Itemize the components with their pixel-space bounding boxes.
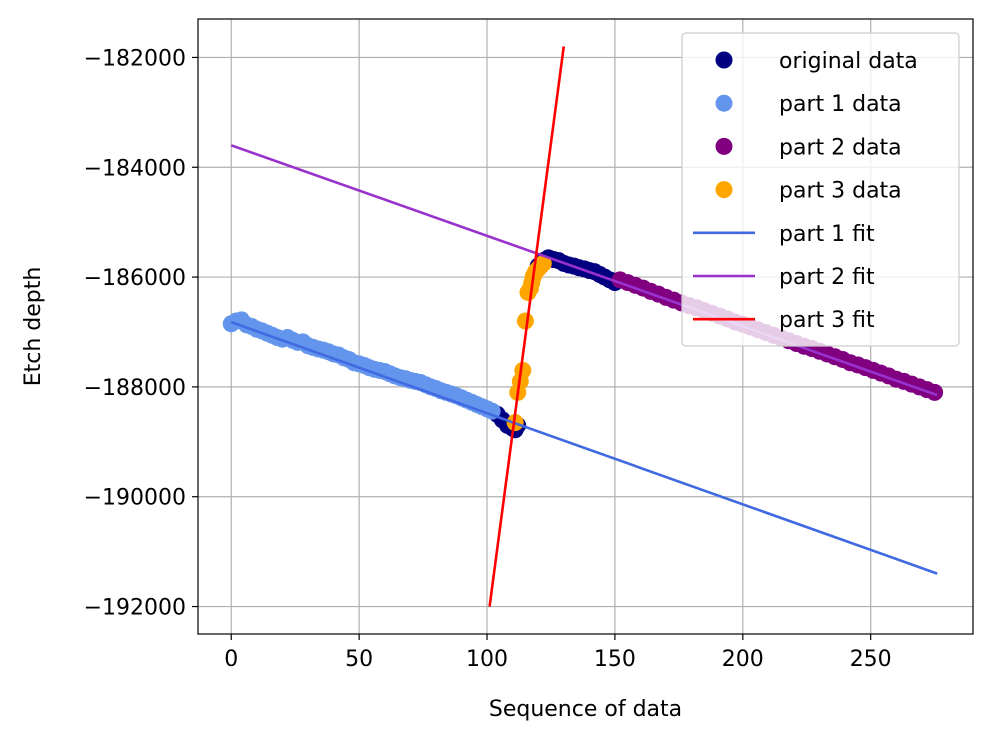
x-tick-label: 100	[466, 647, 508, 672]
part-3-data-point	[534, 254, 552, 272]
x-tick-label: 200	[722, 647, 764, 672]
fit-lines	[230, 46, 938, 607]
x-axis-label: Sequence of data	[489, 697, 682, 722]
x-tick-label: 0	[224, 647, 238, 672]
plot-frame	[197, 18, 974, 635]
x-tick-label: 250	[850, 647, 892, 672]
part-3-fit-line	[488, 46, 566, 607]
legend-label-part-1-fit: part 1 fit	[779, 222, 875, 247]
part-2-fit-line	[230, 144, 938, 397]
legend-label-part-2-data: part 2 data	[779, 135, 902, 160]
legend-label-part-3-fit: part 3 fit	[779, 308, 875, 333]
y-tick-label: −192000	[84, 596, 186, 621]
part-1-fit-line	[230, 320, 938, 575]
x-tick-label: 150	[594, 647, 636, 672]
legend: original data part 1 data part 2 data part …	[681, 32, 960, 347]
legend-marker-part-1-data	[715, 94, 733, 112]
legend-label-original-data: original data	[779, 49, 918, 74]
legend-label-part-1-data: part 1 data	[779, 92, 902, 117]
y-axis-label: Etch depth	[21, 267, 46, 387]
y-tick-label: −190000	[84, 486, 186, 511]
part-2-data-point	[926, 383, 944, 401]
legend-label-part-3-data: part 3 data	[779, 179, 902, 204]
part-3-data-point	[514, 361, 532, 379]
x-tick-label: 50	[345, 647, 373, 672]
legend-label-part-2-fit: part 2 fit	[779, 265, 875, 290]
legend-box	[681, 32, 960, 347]
y-tick-label: −182000	[84, 46, 186, 71]
legend-marker-part-3-data	[715, 181, 733, 199]
part-3-data-point	[516, 312, 534, 330]
y-tick-label: −186000	[84, 266, 186, 291]
y-tick-label: −188000	[84, 376, 186, 401]
grid	[198, 19, 973, 634]
y-tick-label: −184000	[84, 156, 186, 181]
legend-marker-part-2-data	[715, 137, 733, 155]
legend-marker-original-data	[715, 51, 733, 69]
axis-ticks: 0 50 100 150 200 250 −182000 −184000 −186000 −188…	[84, 46, 892, 672]
